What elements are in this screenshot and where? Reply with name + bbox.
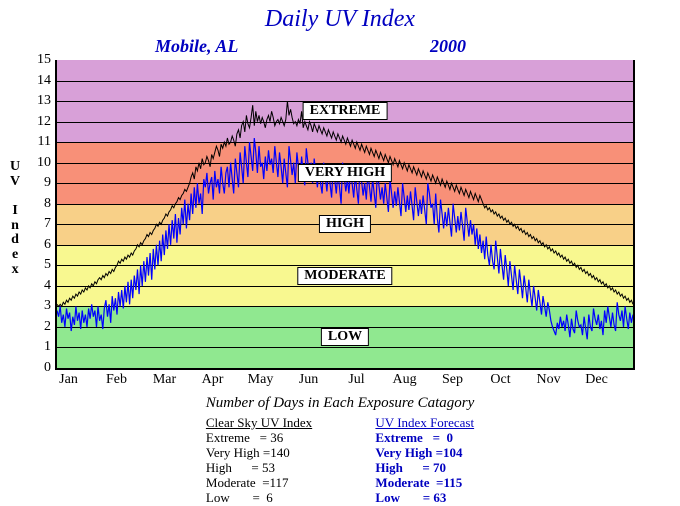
y-tick: 3 [44,298,57,314]
y-tick: 13 [37,93,57,109]
y-tick: 7 [44,216,57,232]
x-tick: Mar [153,368,176,388]
stat-row: Very High =104 [375,446,474,461]
y-axis-label: UVIndex [10,160,20,278]
x-tick: Jul [348,368,364,388]
band-label-low: LOW [321,328,369,346]
gridline [57,142,633,143]
band-label-extreme: EXTREME [303,102,388,120]
stat-row: Moderate =117 [206,476,312,491]
band-label-moderate: MODERATE [297,267,392,285]
y-tick: 1 [44,339,57,355]
y-tick: 11 [38,134,57,150]
gridline [57,204,633,205]
forecast-stats: UV Index Forecast Extreme = 0Very High =… [375,416,474,506]
gridline [57,245,633,246]
gridline [57,183,633,184]
x-tick: Feb [106,368,127,388]
x-tick: Nov [536,368,560,388]
footer-title: Number of Days in Each Exposure Catagory [0,395,680,412]
gridline [57,306,633,307]
x-tick: Dec [585,368,608,388]
x-tick: Jun [299,368,318,388]
y-tick: 10 [37,155,57,171]
x-tick: Aug [392,368,416,388]
forecast-header: UV Index Forecast [375,416,474,431]
gridline [57,286,633,287]
stat-row: Low = 6 [206,491,312,506]
y-tick: 0 [44,360,57,376]
stat-row: High = 70 [375,461,474,476]
y-tick: 5 [44,257,57,273]
x-tick: Oct [490,368,510,388]
y-tick: 12 [37,114,57,130]
y-tick: 8 [44,196,57,212]
stat-row: Moderate =115 [375,476,474,491]
stat-row: High = 53 [206,461,312,476]
gridline [57,347,633,348]
location-label: Mobile, AL [155,36,238,57]
stat-row: Extreme = 36 [206,431,312,446]
x-tick: May [248,368,274,388]
uv-chart: EXTREMEVERY HIGHHIGHMODERATELOW JanFebMa… [55,60,635,370]
x-tick: Sep [442,368,463,388]
footer: Number of Days in Each Exposure Catagory… [0,395,680,506]
y-tick: 2 [44,319,57,335]
y-tick: 6 [44,237,57,253]
chart-title: Daily UV Index [0,0,680,33]
y-tick: 15 [37,52,57,68]
x-tick: Jan [59,368,78,388]
year-label: 2000 [430,36,466,57]
y-tick: 4 [44,278,57,294]
gridline [57,81,633,82]
clear-sky-stats: Clear Sky UV Index Extreme = 36Very High… [206,416,312,506]
band-label-high: HIGH [319,215,371,233]
y-tick: 9 [44,175,57,191]
stat-row: Extreme = 0 [375,431,474,446]
x-tick: Apr [202,368,224,388]
clear-sky-header: Clear Sky UV Index [206,416,312,431]
stat-row: Very High =140 [206,446,312,461]
gridline [57,122,633,123]
band-label-very-high: VERY HIGH [298,164,392,182]
y-tick: 14 [37,73,57,89]
stat-row: Low = 63 [375,491,474,506]
